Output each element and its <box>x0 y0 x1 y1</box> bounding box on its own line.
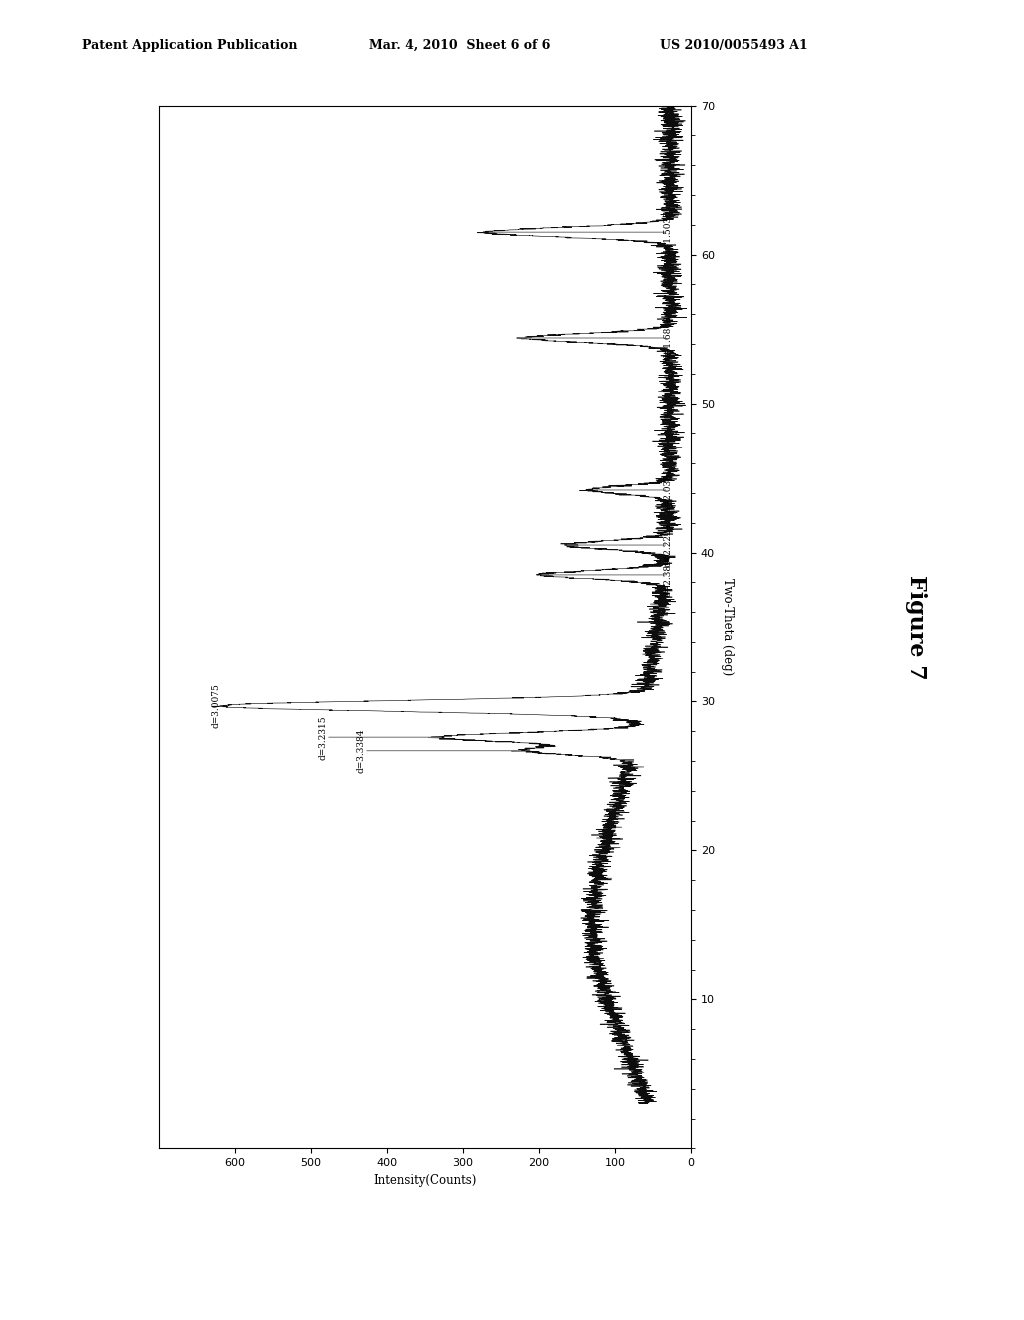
Text: d=1.5036: d=1.5036 <box>664 210 672 255</box>
Text: d=3.3384: d=3.3384 <box>356 729 366 774</box>
Text: d=2.3890: d=2.3890 <box>664 553 672 597</box>
Text: Patent Application Publication: Patent Application Publication <box>82 38 297 51</box>
Text: US 2010/0055493 A1: US 2010/0055493 A1 <box>660 38 808 51</box>
Y-axis label: Two-Theta (deg): Two-Theta (deg) <box>722 578 734 676</box>
Text: d=3.0075: d=3.0075 <box>212 684 221 729</box>
Text: d=2.2224: d=2.2224 <box>664 523 672 568</box>
Text: d=1.6868: d=1.6868 <box>664 315 672 360</box>
Text: Figure 7: Figure 7 <box>905 574 928 680</box>
Text: d=3.2315: d=3.2315 <box>318 715 328 759</box>
X-axis label: Intensity(Counts): Intensity(Counts) <box>374 1173 476 1187</box>
Text: Mar. 4, 2010  Sheet 6 of 6: Mar. 4, 2010 Sheet 6 of 6 <box>369 38 550 51</box>
Text: d=2.0381: d=2.0381 <box>664 467 672 512</box>
